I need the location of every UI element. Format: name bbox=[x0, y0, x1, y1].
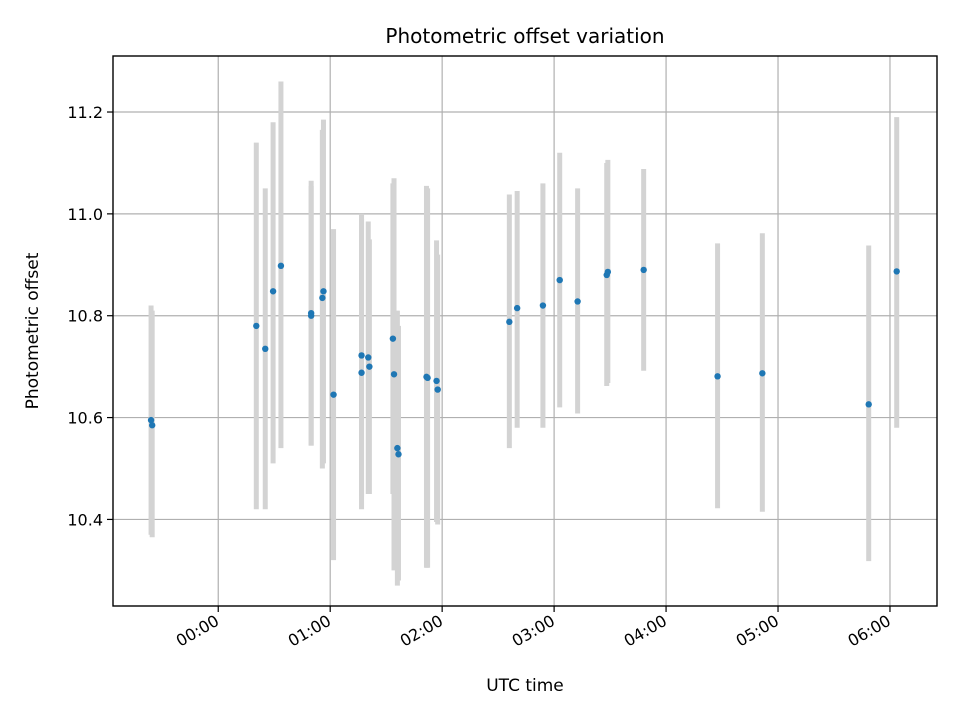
data-point bbox=[269, 288, 277, 295]
data-point bbox=[253, 322, 260, 330]
y-axis-ticks: 10.4 10.6 10.8 11.0 11.2 bbox=[67, 103, 113, 529]
data-point bbox=[330, 391, 337, 398]
y-tick-label: 11.2 bbox=[67, 103, 103, 122]
data-point bbox=[394, 444, 401, 452]
data-point bbox=[640, 266, 647, 274]
x-axis-label: UTC time bbox=[486, 676, 564, 696]
y-axis-label: Photometric offset bbox=[23, 252, 43, 409]
data-point bbox=[893, 268, 900, 275]
data-point bbox=[424, 374, 431, 382]
data-point bbox=[506, 318, 513, 326]
y-tick-label: 10.6 bbox=[67, 409, 103, 428]
data-point bbox=[307, 312, 315, 319]
data-point bbox=[390, 371, 398, 378]
data-point bbox=[604, 268, 612, 276]
data-point bbox=[865, 401, 872, 408]
data-point bbox=[513, 304, 521, 312]
data-point bbox=[574, 298, 581, 305]
data-point bbox=[539, 302, 547, 309]
data-point bbox=[714, 373, 721, 380]
data-point bbox=[389, 335, 397, 342]
y-tick-label: 10.4 bbox=[67, 510, 103, 529]
data-point bbox=[147, 416, 155, 424]
data-point bbox=[395, 451, 402, 458]
data-point bbox=[434, 386, 441, 393]
data-point bbox=[262, 345, 269, 353]
y-tick-label: 11.0 bbox=[67, 205, 103, 224]
data-point bbox=[358, 369, 365, 376]
data-point bbox=[320, 288, 327, 295]
chart-title: Photometric offset variation bbox=[385, 24, 664, 48]
y-tick-label: 10.8 bbox=[67, 307, 103, 326]
data-point bbox=[556, 276, 563, 284]
grid bbox=[113, 56, 937, 606]
data-point bbox=[319, 294, 326, 302]
data-point bbox=[148, 422, 156, 429]
data-point bbox=[365, 354, 372, 361]
plot-frame bbox=[112, 55, 938, 607]
data-point bbox=[366, 363, 373, 370]
data-points bbox=[147, 262, 900, 458]
data-point bbox=[433, 377, 440, 385]
data-point bbox=[759, 370, 766, 377]
data-point bbox=[277, 262, 285, 270]
data-point bbox=[358, 352, 365, 359]
